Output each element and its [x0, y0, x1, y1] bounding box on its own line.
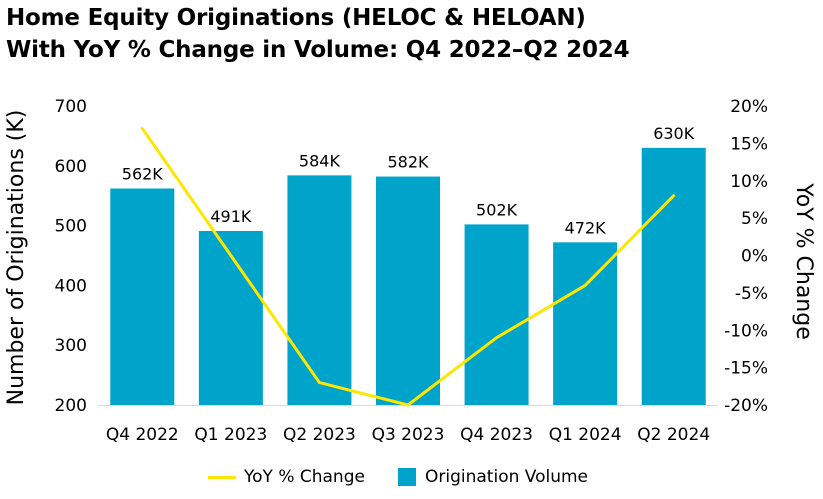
- y-left-tick-label: 500: [55, 217, 87, 237]
- legend: YoY % Change Origination Volume: [0, 462, 823, 492]
- y-right-tick-label: -5%: [735, 284, 768, 304]
- legend-swatch-marker: [398, 468, 416, 486]
- y-right-tick-label: 15%: [730, 134, 768, 154]
- y-axis-title: Number of Originations (K): [4, 110, 29, 406]
- chart-title: Home Equity Originations (HELOC & HELOAN…: [6, 2, 630, 66]
- y-right-tick-label: -15%: [724, 359, 768, 379]
- bar-data-label: 491K: [210, 207, 252, 226]
- y-right-tick-label: 20%: [730, 97, 768, 117]
- y-right-tick-label: 10%: [730, 172, 768, 192]
- chart-title-line-2: With YoY % Change in Volume: Q4 2022–Q2 …: [6, 37, 630, 63]
- x-tick-label: Q1 2023: [194, 425, 267, 445]
- y-right-tick-label: 5%: [741, 209, 768, 229]
- y-left-tick-label: 600: [55, 157, 87, 177]
- bar-q1-2023: [198, 230, 263, 405]
- legend-label-yoy: YoY % Change: [244, 467, 365, 487]
- y-left-tick-label: 700: [55, 97, 87, 117]
- bar-q4-2022: [110, 188, 175, 405]
- y-right-tick-label: 0%: [741, 247, 768, 267]
- y-left-tick-label: 300: [55, 336, 87, 356]
- legend-item-volume: Origination Volume: [398, 462, 588, 492]
- x-tick-label: Q2 2024: [637, 425, 710, 445]
- chart-title-line-1: Home Equity Originations (HELOC & HELOAN…: [6, 5, 586, 31]
- bar-data-label: 584K: [299, 151, 341, 170]
- y2-axis-title: YoY % Change: [791, 182, 816, 340]
- bar-data-label: 630K: [653, 124, 695, 143]
- legend-line-marker: [208, 475, 236, 479]
- bar-q1-2024: [553, 242, 618, 405]
- bar-data-label: 582K: [387, 153, 429, 172]
- y-right-tick-label: -10%: [724, 321, 768, 341]
- x-tick-label: Q4 2023: [460, 425, 533, 445]
- legend-label-volume: Origination Volume: [425, 467, 588, 487]
- x-tick-label: Q4 2022: [106, 425, 179, 445]
- bar-q3-2023: [376, 176, 440, 405]
- y-left-tick-label: 400: [55, 276, 87, 296]
- bar-q4-2023: [464, 224, 529, 405]
- bar-data-label: 562K: [122, 165, 164, 184]
- bar-data-label: 502K: [476, 200, 518, 219]
- y-right-tick-label: -20%: [724, 396, 768, 416]
- x-tick-label: Q2 2023: [283, 425, 356, 445]
- legend-item-yoy: YoY % Change: [208, 462, 365, 492]
- bar-q2-2024: [641, 147, 706, 406]
- x-tick-label: Q1 2024: [549, 425, 622, 445]
- x-tick-label: Q3 2023: [372, 425, 445, 445]
- y-left-tick-label: 200: [55, 396, 87, 416]
- bar-data-label: 472K: [565, 218, 607, 237]
- bar-q2-2023: [287, 175, 352, 405]
